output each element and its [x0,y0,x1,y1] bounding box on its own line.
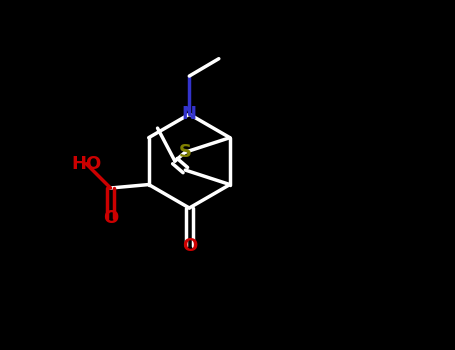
Text: O: O [182,237,197,255]
Text: S: S [179,143,192,161]
Text: O: O [103,209,118,226]
Text: N: N [182,105,197,123]
Text: HO: HO [71,155,101,173]
